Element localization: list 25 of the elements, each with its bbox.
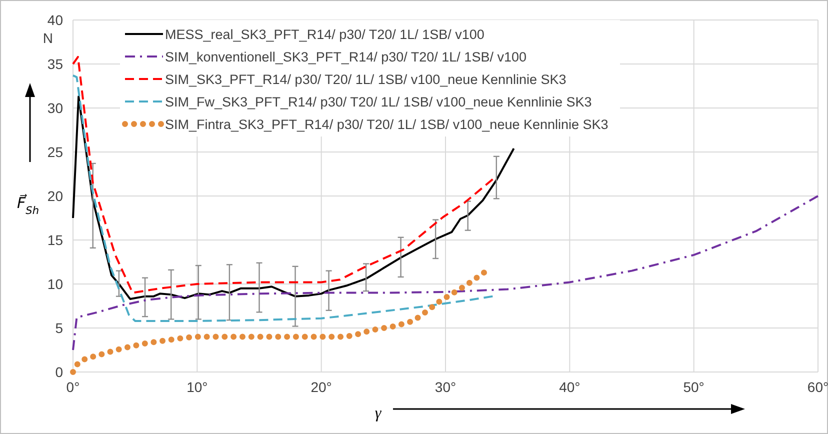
text: N [42,30,53,46]
x-tick-label: 0° [66,379,80,395]
y-tick-label: 35 [47,56,64,72]
x-tick-label: 50° [683,379,704,395]
y-tick-label: 25 [47,144,64,160]
y-tick-label: 30 [47,100,64,116]
legend-label: SIM_SK3_PFT_R14/ p30/ T20/ 1L/ 1SB/ v100_neue Kennlinie SK3 [165,72,566,87]
x-tick-label: 60° [807,379,828,395]
y-axis-title: F⃗$_{Sh}$ [17,193,39,217]
y-tick-label: 20 [47,188,64,204]
legend-label: MESS_real_SK3_PFT_R14/ p30/ T20/ 1L/ 1SB/ v100 [165,27,484,42]
y-tick-label: 40 [47,12,64,28]
x-tick-label: 40° [559,379,580,395]
x-axis-title: γ [374,405,382,422]
y-tick-label: 5 [55,320,64,336]
y-tick-label: 10 [47,276,64,292]
line-series [72,195,819,351]
x-tick-label: 20° [310,379,332,395]
legend-label: SIM_konventionell_SK3_PFT_R14/ p30/ T20/ 1L/ 1SB/ v100 [165,50,526,64]
legend-label: SIM_Fw_SK3_PFT_R14/ p30/ T20/ 1L/ 1SB/ v100_neue Kennlinie SK3 [165,94,592,110]
y-tick-label: 15 [47,232,64,248]
y-tick-label: 0 [55,364,64,380]
legend-label: SIM_Fintra_SK3_PFT_R14/ p30/ T20/ 1L/ 1SB/ v100_neue Kennlinie SK3 [165,117,608,132]
x-tick-label: 10° [186,379,208,395]
x-tick-label: 30° [434,379,456,395]
